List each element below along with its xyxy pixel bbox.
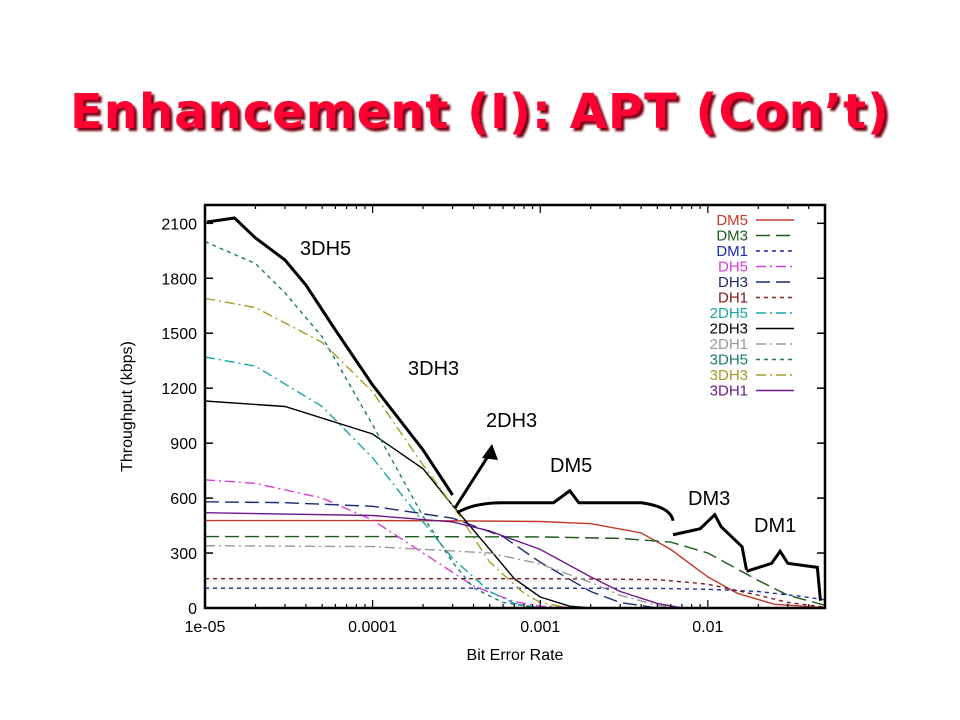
y-tick-label: 300	[170, 546, 197, 563]
y-tick-label: 900	[170, 436, 197, 453]
chart-series	[204, 240, 826, 609]
series-line-dm5	[205, 519, 826, 609]
series-line-3dh1	[204, 512, 683, 609]
annotation-label: DM5	[550, 455, 592, 477]
annotation-arrowhead	[482, 444, 498, 460]
slide-title: Enhancement (I): APT (Con’t)	[70, 84, 890, 140]
series-line-dh5	[204, 479, 591, 609]
plot-frame	[203, 203, 827, 610]
annotation-label: 3DH5	[300, 238, 351, 260]
chart-legend: DM5DM3DM1DH5DH3DH12DH52DH32DH13DH53DH33D…	[710, 212, 794, 400]
y-axis-ticks: 0 300 600 900 1200 1500 1800 2100	[161, 216, 825, 618]
x-tick-label: 0.01	[692, 619, 723, 636]
legend-label: 2DH3	[710, 321, 748, 338]
legend-label: 3DH5	[710, 352, 748, 369]
y-tick-label: 2100	[161, 216, 197, 233]
x-tick-label: 1e-05	[185, 619, 226, 636]
annotation-label: DM1	[754, 515, 796, 537]
series-line-2dh3	[204, 400, 591, 609]
annotation-label: 2DH3	[486, 410, 537, 432]
series-line-2dh1	[204, 545, 682, 609]
series-line-3dh5	[204, 240, 541, 609]
legend-label: DH3	[718, 274, 748, 291]
legend-label: DM3	[716, 228, 748, 245]
legend-label: DH1	[718, 290, 748, 307]
y-tick-label: 0	[188, 601, 197, 618]
legend-label: DH5	[718, 259, 748, 276]
y-tick-label: 1200	[161, 381, 197, 398]
x-axis-ticks: 1e-05 0.0001 0.001 0.01	[185, 205, 826, 636]
y-tick-label: 1500	[161, 326, 197, 343]
annotation-arrow	[453, 449, 494, 509]
annotation-label: DM3	[688, 488, 730, 510]
envelope-dm5	[456, 488, 675, 522]
envelope-3dh	[206, 216, 454, 496]
series-line-2dh5	[204, 356, 541, 609]
series-line-dh1	[205, 578, 826, 608]
throughput-chart: 0 300 600 900 1200 1500 1800 2100 1e-05 0.0001 0.…	[110, 190, 850, 670]
y-axis-label: Throughput (kbps)	[119, 341, 136, 472]
x-axis-label: Bit Error Rate	[467, 647, 564, 664]
series-line-dm1	[205, 587, 826, 601]
y-tick-label: 1800	[161, 271, 197, 288]
x-tick-label: 0.0001	[348, 619, 397, 636]
series-line-3dh3	[204, 297, 570, 609]
envelope-dm3	[672, 512, 748, 571]
envelope-braces	[206, 216, 822, 601]
legend-label: 2DH5	[710, 305, 748, 322]
annotation-label: 3DH3	[408, 358, 459, 380]
envelope-dm1	[746, 548, 822, 601]
legend-label: 3DH1	[710, 383, 748, 400]
series-line-dm3	[205, 535, 826, 606]
legend-label: 3DH3	[710, 367, 748, 384]
legend-label: 2DH1	[710, 336, 748, 353]
legend-label: DM5	[716, 212, 748, 229]
x-tick-label: 0.001	[520, 619, 560, 636]
legend-label: DM1	[716, 243, 748, 260]
y-tick-label: 600	[170, 491, 197, 508]
